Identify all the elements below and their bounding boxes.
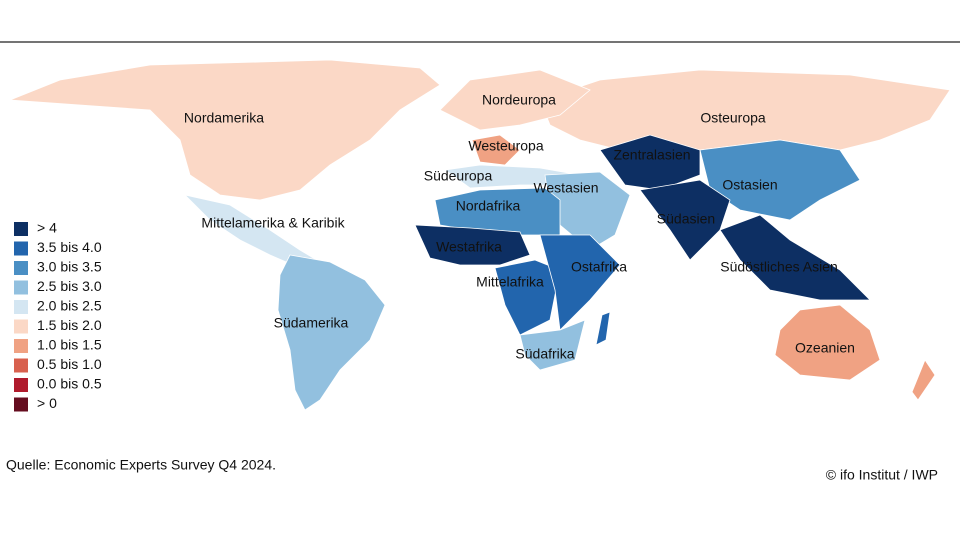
legend-swatch <box>14 280 28 295</box>
region-label: Westeuropa <box>468 138 543 154</box>
legend-swatch <box>14 378 28 392</box>
region-shape <box>519 319 586 371</box>
legend-swatch <box>14 339 28 353</box>
legend-swatch <box>14 397 28 412</box>
region-label: Ozeanien <box>795 340 855 356</box>
legend-swatch <box>14 300 28 314</box>
region-label: Nordamerika <box>184 110 264 126</box>
region-label: Zentralasien <box>613 147 690 163</box>
region-shape <box>595 311 611 346</box>
legend-swatch <box>14 261 28 275</box>
region-shape <box>9 59 441 201</box>
legend-label: 3.5 bis 4.0 <box>37 239 102 255</box>
legend-label: 0.5 bis 1.0 <box>37 356 102 372</box>
region-shape <box>719 214 871 301</box>
legend-label: 3.0 bis 3.5 <box>37 259 102 275</box>
region-label: Westasien <box>533 180 598 196</box>
legend: > 4 3.5 bis 4.0 3.0 bis 3.5 2.5 bis 3.0 2.0 … <box>14 220 102 412</box>
legend-label: > 4 <box>37 220 57 236</box>
region-shape <box>911 359 936 401</box>
region-label: Westafrika <box>436 239 502 255</box>
legend-label: 1.0 bis 1.5 <box>37 337 102 353</box>
region-label: Osteuropa <box>700 110 766 126</box>
region-label: Ostasien <box>722 177 777 193</box>
region-shape <box>471 134 521 166</box>
region-labels: Nordamerika Mittelamerika & Karibik Südame… <box>184 92 855 362</box>
credit: © ifo Institut / IWP <box>826 467 938 483</box>
legend-swatch <box>14 222 28 236</box>
region-label: Nordafrika <box>456 198 521 214</box>
region-shape <box>599 134 701 191</box>
legend-label: > 0 <box>37 395 57 411</box>
legend-swatch <box>14 319 28 334</box>
legend-label: 2.0 bis 2.5 <box>37 298 102 314</box>
legend-swatch <box>14 358 28 373</box>
region-label: Südöstliches Asien <box>720 259 838 275</box>
region-shape <box>539 69 951 151</box>
legend-swatch <box>14 241 28 256</box>
region-label: Südeuropa <box>424 168 493 184</box>
region-label: Ostafrika <box>571 259 627 275</box>
source-note: Quelle: Economic Experts Survey Q4 2024. <box>6 457 276 473</box>
region-label: Nordeuropa <box>482 92 556 108</box>
region-shape <box>414 224 531 266</box>
region-label: Südamerika <box>274 315 349 331</box>
region-shape <box>494 259 561 336</box>
region-label: Mittelafrika <box>476 274 544 290</box>
legend-label: 0.0 bis 0.5 <box>37 376 102 392</box>
legend-label: 1.5 bis 2.0 <box>37 317 102 333</box>
region-shape <box>774 304 881 381</box>
region-shape <box>539 234 621 331</box>
region-shape <box>277 254 386 411</box>
region-label: Südafrika <box>515 346 574 362</box>
world-map <box>9 59 951 411</box>
legend-label: 2.5 bis 3.0 <box>37 278 102 294</box>
region-shape <box>439 69 591 131</box>
region-label: Mittelamerika & Karibik <box>201 215 345 231</box>
region-label: Südasien <box>657 211 715 227</box>
